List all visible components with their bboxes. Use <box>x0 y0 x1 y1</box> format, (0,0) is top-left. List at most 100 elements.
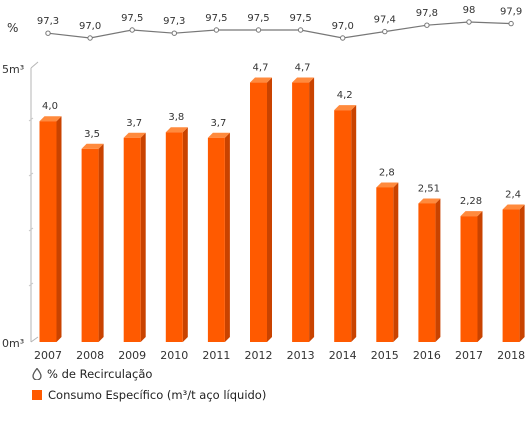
legend-bar-item: Consumo Específico (m³/t aço líquido) <box>32 388 266 402</box>
line-value-label: 97,5 <box>247 13 269 24</box>
y-axis-tick <box>28 117 34 122</box>
legend-bar-swatch <box>32 390 42 400</box>
line-layer <box>45 19 514 41</box>
bar <box>418 203 436 342</box>
bar <box>376 187 394 342</box>
bar-value-label: 3,7 <box>210 118 226 129</box>
bar <box>292 82 310 342</box>
legend-line-label: % de Recirculação <box>47 367 153 381</box>
line-value-label: 97,5 <box>121 13 143 24</box>
bar-value-label: 3,5 <box>84 129 100 140</box>
bar-top <box>460 211 483 217</box>
y-axis-min-label: 0m³ <box>2 337 24 350</box>
y-axis-base-edge <box>30 336 39 343</box>
bar-top <box>81 143 104 149</box>
line-point <box>382 28 388 35</box>
bar-top <box>292 77 315 83</box>
bar-value-label: 2,28 <box>460 196 482 207</box>
water-drop-icon <box>32 368 42 380</box>
bar-top <box>376 182 399 188</box>
line-point <box>424 22 430 28</box>
line-value-label: 97,9 <box>500 7 522 18</box>
bar <box>39 121 57 342</box>
line-value-label: 97,0 <box>79 21 101 32</box>
line-point <box>508 20 514 27</box>
bar-side <box>182 127 188 343</box>
x-tick-label: 2008 <box>76 349 104 362</box>
bar-value-label: 4,2 <box>337 90 353 101</box>
x-tick-label: 2007 <box>34 349 62 362</box>
bar-side <box>98 143 104 342</box>
bar-top <box>165 127 188 133</box>
line-value-label: 97,8 <box>416 8 438 19</box>
bar-value-label: 4,7 <box>253 63 269 74</box>
bar-side <box>224 132 230 342</box>
recirculation-line <box>47 21 512 39</box>
y-axis-top-edge <box>30 61 39 69</box>
line-value-label: 97,3 <box>163 16 185 27</box>
line-point <box>340 35 346 41</box>
bar-side <box>477 211 483 342</box>
bar <box>250 82 267 342</box>
bar-value-label: 4,7 <box>295 63 311 74</box>
y-axis-tick <box>28 172 34 177</box>
x-tick-label: 2010 <box>160 349 188 362</box>
bar-top <box>207 132 230 138</box>
line-value-label: 97,0 <box>332 21 354 32</box>
line-point <box>255 27 262 33</box>
y-axis-max-label: 5m³ <box>2 63 24 76</box>
bar-side <box>309 77 315 342</box>
bar-side <box>56 116 62 342</box>
bar <box>460 216 478 342</box>
y-axis-tick <box>28 227 34 232</box>
line-point <box>466 19 472 25</box>
bar-value-label: 4,0 <box>42 101 58 112</box>
bar-side <box>519 204 525 342</box>
bar-value-label: 3,8 <box>168 112 184 123</box>
x-tick-label: 2009 <box>118 349 146 362</box>
x-tick-label: 2014 <box>329 349 357 362</box>
bar-value-label: 2,4 <box>505 190 521 201</box>
line-value-label: 97,5 <box>289 13 311 24</box>
bar-side <box>140 132 146 342</box>
bar <box>81 148 99 342</box>
bar <box>334 110 352 342</box>
bar <box>165 132 183 342</box>
y-axis-tick <box>28 282 34 287</box>
legend-line-item: % de Recirculação <box>32 367 152 381</box>
bar-side <box>435 198 441 342</box>
bar-top <box>123 132 146 138</box>
x-tick-label: 2012 <box>245 349 273 362</box>
bar-value-label: 2,51 <box>418 183 440 194</box>
bar-value-label: 2,8 <box>379 167 395 178</box>
bar <box>502 209 520 342</box>
bar-side <box>393 182 399 342</box>
legend-bar-label: Consumo Específico (m³/t aço líquido) <box>48 388 267 402</box>
bar <box>207 137 225 342</box>
bar-top <box>250 77 272 83</box>
axis-layer <box>28 61 39 343</box>
x-tick-label: 2011 <box>202 349 230 362</box>
x-tick-label: 2013 <box>287 349 315 362</box>
bars-layer <box>39 77 525 343</box>
x-tick-label: 2018 <box>497 349 525 362</box>
line-point <box>297 27 304 33</box>
bar-top <box>502 204 525 210</box>
line-value-label: 97,4 <box>374 15 396 26</box>
bar-side <box>267 77 272 342</box>
bar-top <box>334 105 357 111</box>
line-point <box>129 27 135 33</box>
line-point <box>87 35 93 41</box>
text-layer: 5m³ 0m³% 4,0 2007 3,5 2008 3,7 2009 3,8 2010 3,7 20… <box>2 5 525 362</box>
bar <box>123 137 141 342</box>
bar-top <box>418 198 441 204</box>
bar-side <box>351 105 357 342</box>
bar-value-label: 3,7 <box>126 118 142 129</box>
line-value-label: 97,5 <box>205 13 227 24</box>
x-tick-label: 2015 <box>371 349 399 362</box>
line-axis-label: % <box>7 21 18 35</box>
line-value-label: 98 <box>463 5 476 16</box>
line-value-label: 97,3 <box>37 16 59 27</box>
line-point <box>171 30 178 36</box>
